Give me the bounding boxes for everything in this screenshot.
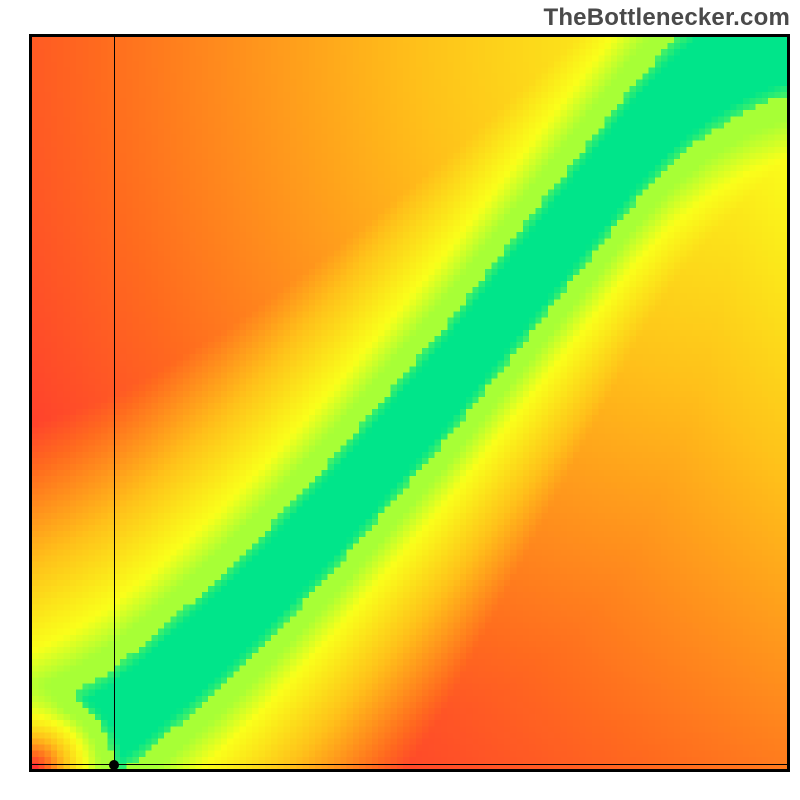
marker-dot [109,760,119,770]
marker-vline [114,37,115,769]
bottleneck-heatmap [32,37,787,769]
attribution-text: TheBottlenecker.com [543,0,800,38]
marker-hline [32,764,787,765]
chart-container: TheBottlenecker.com [0,0,800,800]
